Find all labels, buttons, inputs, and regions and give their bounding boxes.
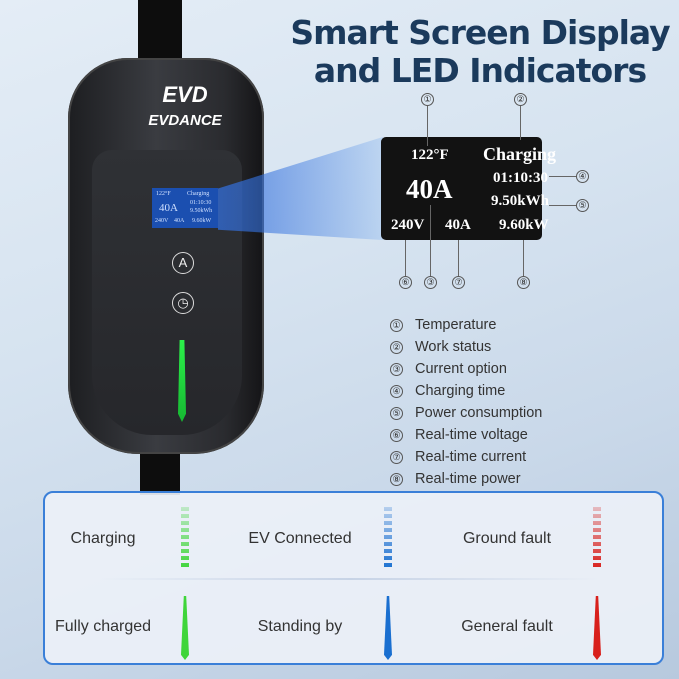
leader-line [405,240,406,276]
current-button[interactable]: A [172,252,194,274]
legend-item: ④ Charging time [390,380,542,402]
leader-line [523,240,524,276]
legend-number: ② [390,340,403,354]
timer-button[interactable]: ◷ [172,292,194,314]
led-indicator [178,340,186,422]
legend-label: Real-time voltage [415,427,528,443]
title-line-2: and LED Indicators [313,51,647,90]
indicator-label: Standing by [257,618,343,635]
marker-5: ⑤ [576,199,589,212]
leader-line [458,240,459,276]
marker-3: ③ [424,276,437,289]
marker-8: ⑧ [517,276,530,289]
indicator-label: Ground fault [462,530,552,547]
screen-energy: 9.50kWh [491,193,549,209]
legend-label: Current option [415,361,507,377]
panel-divider [100,578,600,580]
indicator-led-solid [384,596,392,660]
legend-item: ① Temperature [390,314,542,336]
legend-number: ④ [390,384,403,398]
legend-label: Temperature [415,317,497,333]
clock-icon: ◷ [177,295,189,310]
screen-current: 40A [406,174,453,204]
leader-line [549,205,576,206]
legend-item: ⑦ Real-time current [390,446,542,468]
indicator-label: Fully charged [54,618,152,635]
legend-number: ① [390,318,403,332]
legend-number: ⑧ [390,472,403,486]
legend-number: ③ [390,362,403,376]
marker-2: ② [514,93,527,106]
legend-item: ⑧ Real-time power [390,468,542,490]
legend-label: Real-time current [415,449,527,465]
legend-number: ⑤ [390,406,403,420]
mini-voltage: 240V [155,218,169,224]
indicator-led-solid [181,596,189,660]
legend-number: ⑥ [390,428,403,442]
logo-text: EVDANCE [148,112,222,129]
legend-number: ⑦ [390,450,403,464]
indicator-label: Charging [70,530,136,547]
legend-label: Charging time [415,383,506,399]
screen-time: 01:10:30 [493,170,548,186]
leader-line [427,106,428,146]
legend-label: Real-time power [415,471,521,487]
mini-time: 01:10:30 [190,200,212,206]
legend-item: ② Work status [390,336,542,358]
indicator-label: General fault [461,618,553,635]
screen-rt-current: 40A [445,217,471,233]
legend-item: ⑥ Real-time voltage [390,424,542,446]
logo-mark: EVD [162,82,208,107]
mini-rt-current: 40A [174,218,185,224]
mini-power: 9.60kW [192,218,212,224]
mini-screen: 122°F Charging 40A 01:10:30 9.50kWh 240V… [152,188,218,228]
indicator-led-flowing [181,507,189,569]
indicator-label: EV Connected [248,530,352,547]
legend-item: ③ Current option [390,358,542,380]
screen-status: Charging [483,144,557,164]
screen-voltage: 240V [391,217,425,233]
mini-temp: 122°F [156,191,171,197]
indicator-led-flowing [384,507,392,569]
screen-power: 9.60kW [499,217,549,233]
marker-7: ⑦ [452,276,465,289]
legend-label: Power consumption [415,405,543,421]
marker-6: ⑥ [399,276,412,289]
screen-temperature: 122°F [411,147,449,163]
mini-status: Charging [187,191,210,197]
leader-line [520,106,521,140]
marker-4: ④ [576,170,589,183]
screen-legend: ① Temperature ② Work status ③ Current option ④… [390,314,542,490]
mini-current: 40A [159,202,178,214]
page-title: Smart Screen Display and LED Indicators [290,14,670,90]
leader-line [549,176,576,177]
indicator-led-flowing [593,507,601,569]
mini-energy: 9.50kWh [190,208,213,214]
large-screen: 122°F Charging 40A 01:10:30 9.50kWh 240V… [381,137,556,240]
leader-line [430,205,431,276]
indicator-led-solid [593,596,601,660]
legend-item: ⑤ Power consumption [390,402,542,424]
title-line-1: Smart Screen Display [290,13,670,52]
legend-label: Work status [415,339,492,355]
marker-1: ① [421,93,434,106]
